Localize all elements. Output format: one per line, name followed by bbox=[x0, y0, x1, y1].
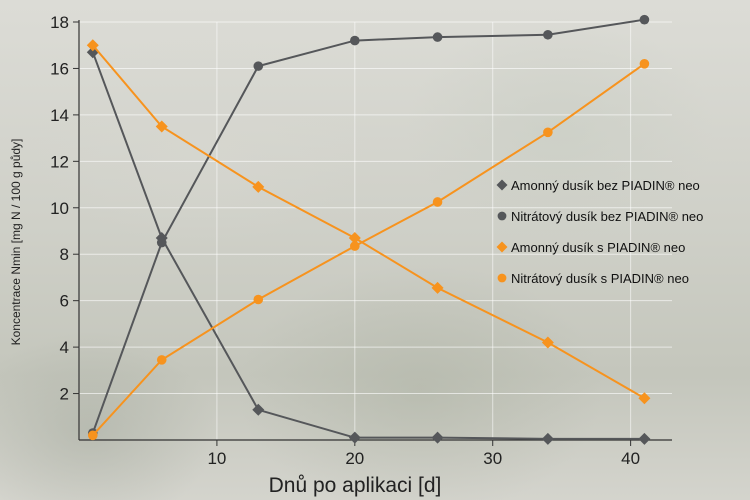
y-tick-label: 18 bbox=[50, 13, 69, 32]
legend-marker bbox=[496, 179, 508, 191]
y-tick-label: 6 bbox=[60, 292, 69, 311]
legend-item-2: Nitrátový dusík bez PIADIN® neo bbox=[497, 209, 703, 224]
data-point bbox=[432, 32, 443, 42]
data-point bbox=[543, 127, 553, 138]
data-point bbox=[543, 29, 553, 40]
series-4 bbox=[87, 59, 650, 441]
data-point bbox=[431, 431, 444, 444]
series-group bbox=[86, 14, 651, 445]
legend: Amonný dusík bez PIADIN® neo Nitrátový du… bbox=[496, 178, 703, 286]
data-point bbox=[639, 59, 650, 69]
data-point bbox=[253, 294, 264, 305]
data-point bbox=[253, 61, 264, 71]
y-tick-label: 14 bbox=[50, 106, 69, 125]
x-tick-label: 20 bbox=[345, 449, 364, 468]
y-tick-label: 8 bbox=[60, 245, 69, 264]
data-point bbox=[156, 355, 167, 365]
legend-item-3: Amonný dusík s PIADIN® neo bbox=[496, 240, 685, 255]
data-point bbox=[350, 35, 360, 46]
data-point bbox=[87, 430, 98, 441]
y-tick-label: 10 bbox=[50, 199, 69, 218]
y-tick-label: 12 bbox=[50, 152, 69, 171]
data-point bbox=[348, 431, 361, 444]
data-point bbox=[252, 403, 265, 416]
x-axis-label: Dnů po aplikaci [d] bbox=[269, 474, 442, 497]
data-point bbox=[252, 180, 265, 193]
x-tick-label: 30 bbox=[483, 449, 502, 468]
y-tick-label: 4 bbox=[60, 338, 69, 357]
data-point bbox=[86, 39, 99, 52]
legend-label: Nitrátový dusík bez PIADIN® neo bbox=[511, 209, 703, 224]
data-point bbox=[348, 231, 361, 244]
legend-item-4: Nitrátový dusík s PIADIN® neo bbox=[497, 271, 689, 286]
data-point bbox=[638, 432, 651, 445]
legend-marker bbox=[496, 241, 508, 253]
data-point bbox=[156, 237, 167, 248]
x-tick-label: 40 bbox=[621, 449, 640, 468]
legend-label: Amonný dusík s PIADIN® neo bbox=[511, 240, 685, 255]
data-point bbox=[431, 281, 444, 294]
legend-label: Nitrátový dusík s PIADIN® neo bbox=[511, 271, 689, 286]
x-tick-label: 10 bbox=[207, 449, 226, 468]
legend-marker bbox=[497, 211, 507, 221]
legend-item-1: Amonný dusík bez PIADIN® neo bbox=[496, 178, 700, 193]
data-point bbox=[541, 336, 554, 349]
series-2 bbox=[87, 14, 650, 438]
grid-lines bbox=[79, 21, 672, 440]
data-point bbox=[432, 197, 443, 207]
axes: 2 4 6 8 10 12 14 16 18 10 20 30 40 bbox=[50, 13, 672, 468]
legend-marker bbox=[497, 273, 507, 283]
data-point bbox=[541, 432, 554, 445]
y-axis-label: Koncentrace Nmin [mg N / 100 g půdy] bbox=[9, 139, 23, 346]
data-point bbox=[350, 241, 360, 251]
y-tick-label: 2 bbox=[60, 385, 69, 404]
series-3 bbox=[86, 39, 651, 405]
legend-label: Amonný dusík bez PIADIN® neo bbox=[511, 178, 700, 193]
data-point bbox=[639, 14, 650, 25]
data-point bbox=[155, 120, 168, 133]
data-point bbox=[638, 392, 651, 405]
y-tick-label: 16 bbox=[50, 59, 69, 78]
series-line bbox=[91, 18, 645, 434]
